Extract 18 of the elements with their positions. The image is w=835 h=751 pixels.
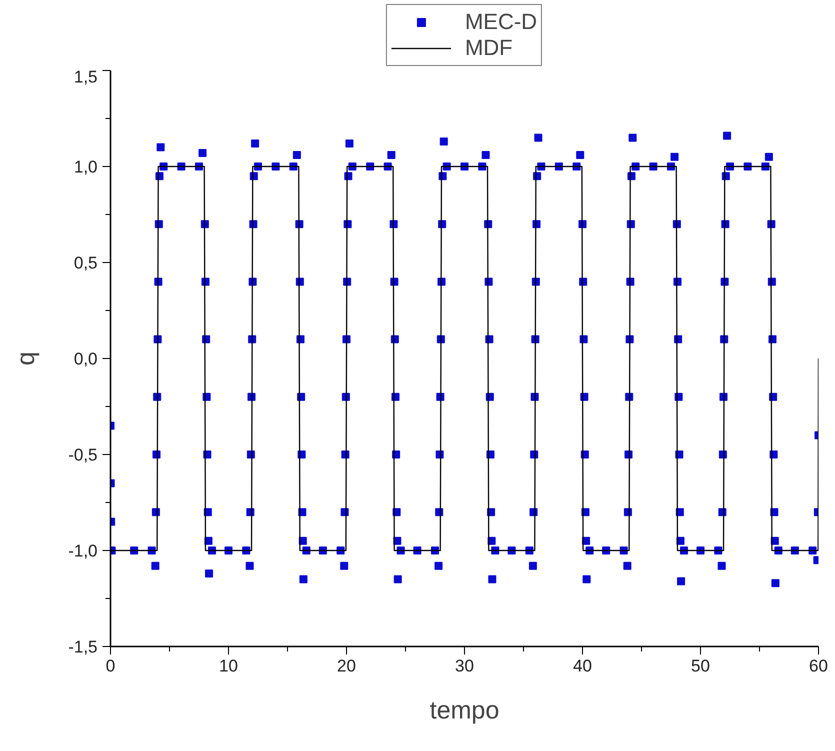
legend-label: MEC-D: [464, 9, 538, 35]
y-tick-label: -1,5: [68, 638, 98, 656]
y-tick-label: -1,0: [68, 542, 98, 560]
y-tick-label: -0,5: [68, 446, 98, 464]
x-tick-label: 0: [106, 656, 116, 676]
x-tick-label: 60: [809, 656, 828, 676]
y-tick-label: 0,5: [74, 254, 98, 272]
x-tick-label: 30: [455, 656, 474, 676]
x-tick-label: 10: [219, 656, 238, 676]
x-tick-label: 40: [573, 656, 592, 676]
y-tick-label: 1,5: [74, 68, 98, 86]
x-tick-label: 20: [337, 656, 356, 676]
y-tick-label: 1,0: [74, 158, 98, 176]
legend-label: MDF: [464, 35, 513, 61]
x-axis-title: tempo: [430, 696, 500, 724]
x-tick-label: 50: [691, 656, 710, 676]
y-tick-label: 0,0: [74, 350, 98, 368]
y-axis-title: q: [12, 352, 40, 366]
